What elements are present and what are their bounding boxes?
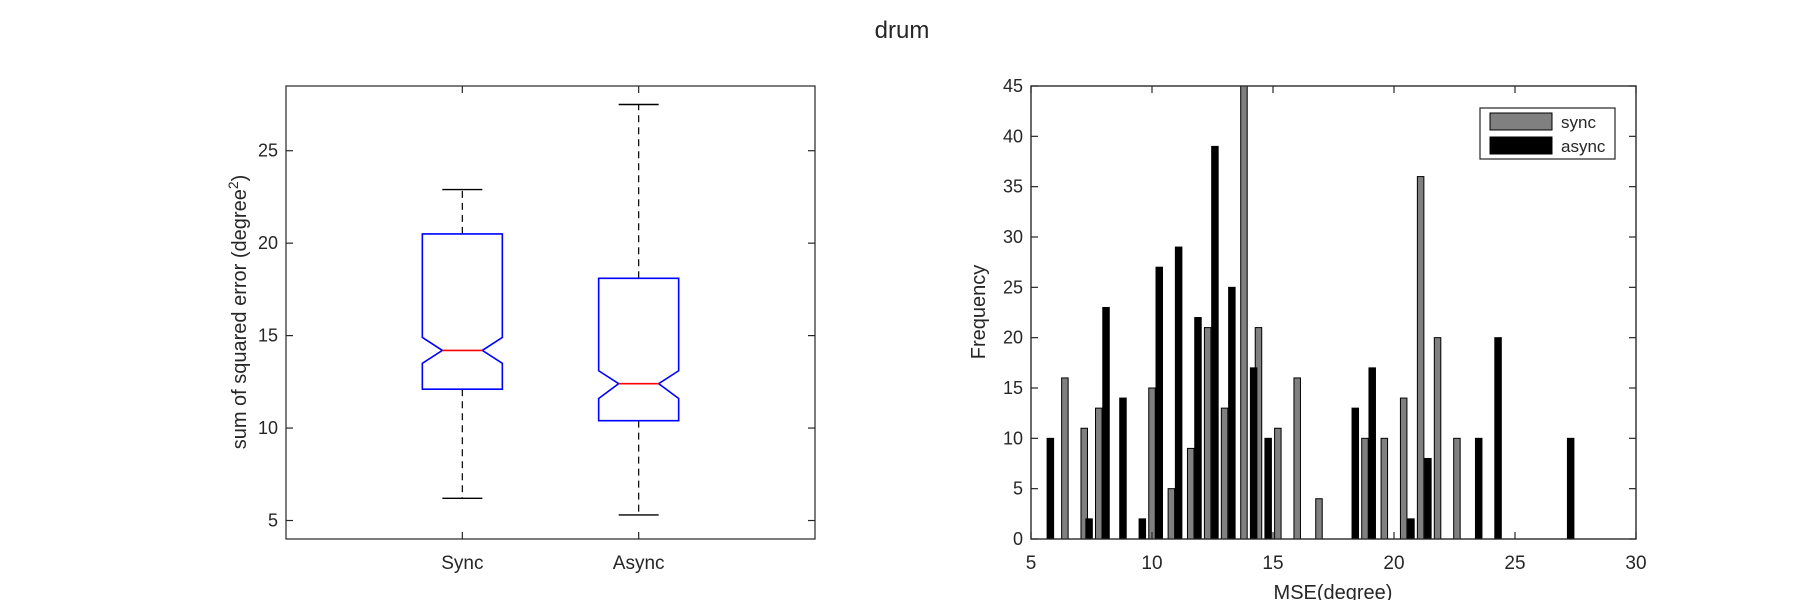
boxplot-x-tick-label: Async [613,553,665,574]
histogram-y-tick-label: 15 [1003,378,1023,398]
histogram-x-axis-label: MSE(degree) [1274,582,1393,600]
histogram-x-tick-label: 20 [1383,553,1404,574]
bar-async [1566,437,1575,540]
boxplot-y-tick-label: 25 [258,141,278,161]
boxplot-marks [421,103,680,516]
bar-async [1138,518,1147,540]
bar-async [1424,457,1432,540]
bar-sync [1220,407,1229,540]
bar-sync [1380,437,1389,540]
boxplot-y-tick-label: 20 [258,233,278,253]
bar-sync [1361,437,1369,540]
histogram-y-tick-label: 10 [1003,428,1023,448]
bar-sync [1095,407,1103,540]
bar-async [1368,367,1376,540]
bar-async [1407,518,1415,540]
bar-async [1351,407,1360,540]
bar-async [1228,286,1236,540]
histogram-legend: sync async [1479,107,1616,160]
histogram-y-tick-label: 20 [1003,328,1023,348]
boxplot-axes-frame [285,85,816,540]
bar-sync [1433,337,1442,540]
histogram-x-tick-label: 25 [1504,553,1525,574]
boxplot-y-tick-label: 10 [258,418,278,438]
histogram-y-tick-label: 45 [1003,76,1023,96]
bar-sync [1399,397,1408,540]
bar-sync [1293,377,1301,540]
bar-async [1102,306,1110,540]
bar-async [1194,317,1202,540]
notched-box [597,277,680,422]
bar-sync [1186,447,1195,540]
legend-swatch-sync [1489,112,1553,131]
series-sync [1061,85,1461,540]
bar-sync [1167,488,1176,540]
bar-async [1211,145,1219,540]
histogram-bars [1046,85,1575,540]
histogram-y-tick-label: 30 [1003,227,1023,247]
boxplot-y-axis-label: sum of squared error (degree2) [225,175,251,450]
boxplot-y-tick-label: 15 [258,326,278,346]
bar-sync [1274,427,1282,540]
histogram-x-tick-label: 10 [1141,553,1162,574]
bar-async [1155,266,1164,540]
histogram-axes-frame-top [1030,85,1637,540]
bar-sync [1203,327,1212,540]
bar-sync [1416,176,1425,540]
boxplot-x-tick-label: Sync [441,553,483,574]
legend-label-async: async [1561,137,1606,156]
bar-async [1085,518,1093,540]
bar-sync [1453,437,1461,540]
box-async [597,103,680,516]
bar-sync [1061,377,1069,540]
bar-async [1474,437,1483,540]
bar-sync [1315,498,1323,540]
histogram-y-tick-label: 5 [1013,479,1023,499]
bar-async [1249,367,1258,540]
legend-swatch-async [1489,136,1553,155]
histogram-y-tick-label: 0 [1013,529,1023,549]
boxplot-ticks: 5 10 15 20 25 Sync Async [258,86,815,574]
histogram-x-tick-label: 30 [1625,553,1646,574]
figure-title: drum [875,17,930,44]
histogram-x-tick-label: 15 [1262,553,1283,574]
histogram-y-tick-label: 40 [1003,126,1023,146]
box-sync [421,188,504,500]
bar-async [1046,437,1055,540]
bar-sync [1240,85,1248,540]
series-async [1046,145,1575,540]
histogram-x-tick-label: 5 [1026,553,1037,574]
boxplot-panel: 5 10 15 20 25 Sync Async sum of squared error … [225,85,816,574]
bar-async [1264,437,1272,540]
histogram-y-tick-label: 35 [1003,177,1023,197]
boxplot-y-tick-label: 5 [268,511,278,531]
bar-sync [1148,387,1156,540]
bar-async [1174,246,1183,540]
bar-async [1494,337,1502,540]
histogram-y-axis-label: Frequency [968,265,990,360]
histogram-y-tick-label: 25 [1003,277,1023,297]
legend-label-sync: sync [1561,113,1596,132]
bar-async [1119,397,1127,540]
notched-box [421,233,504,391]
